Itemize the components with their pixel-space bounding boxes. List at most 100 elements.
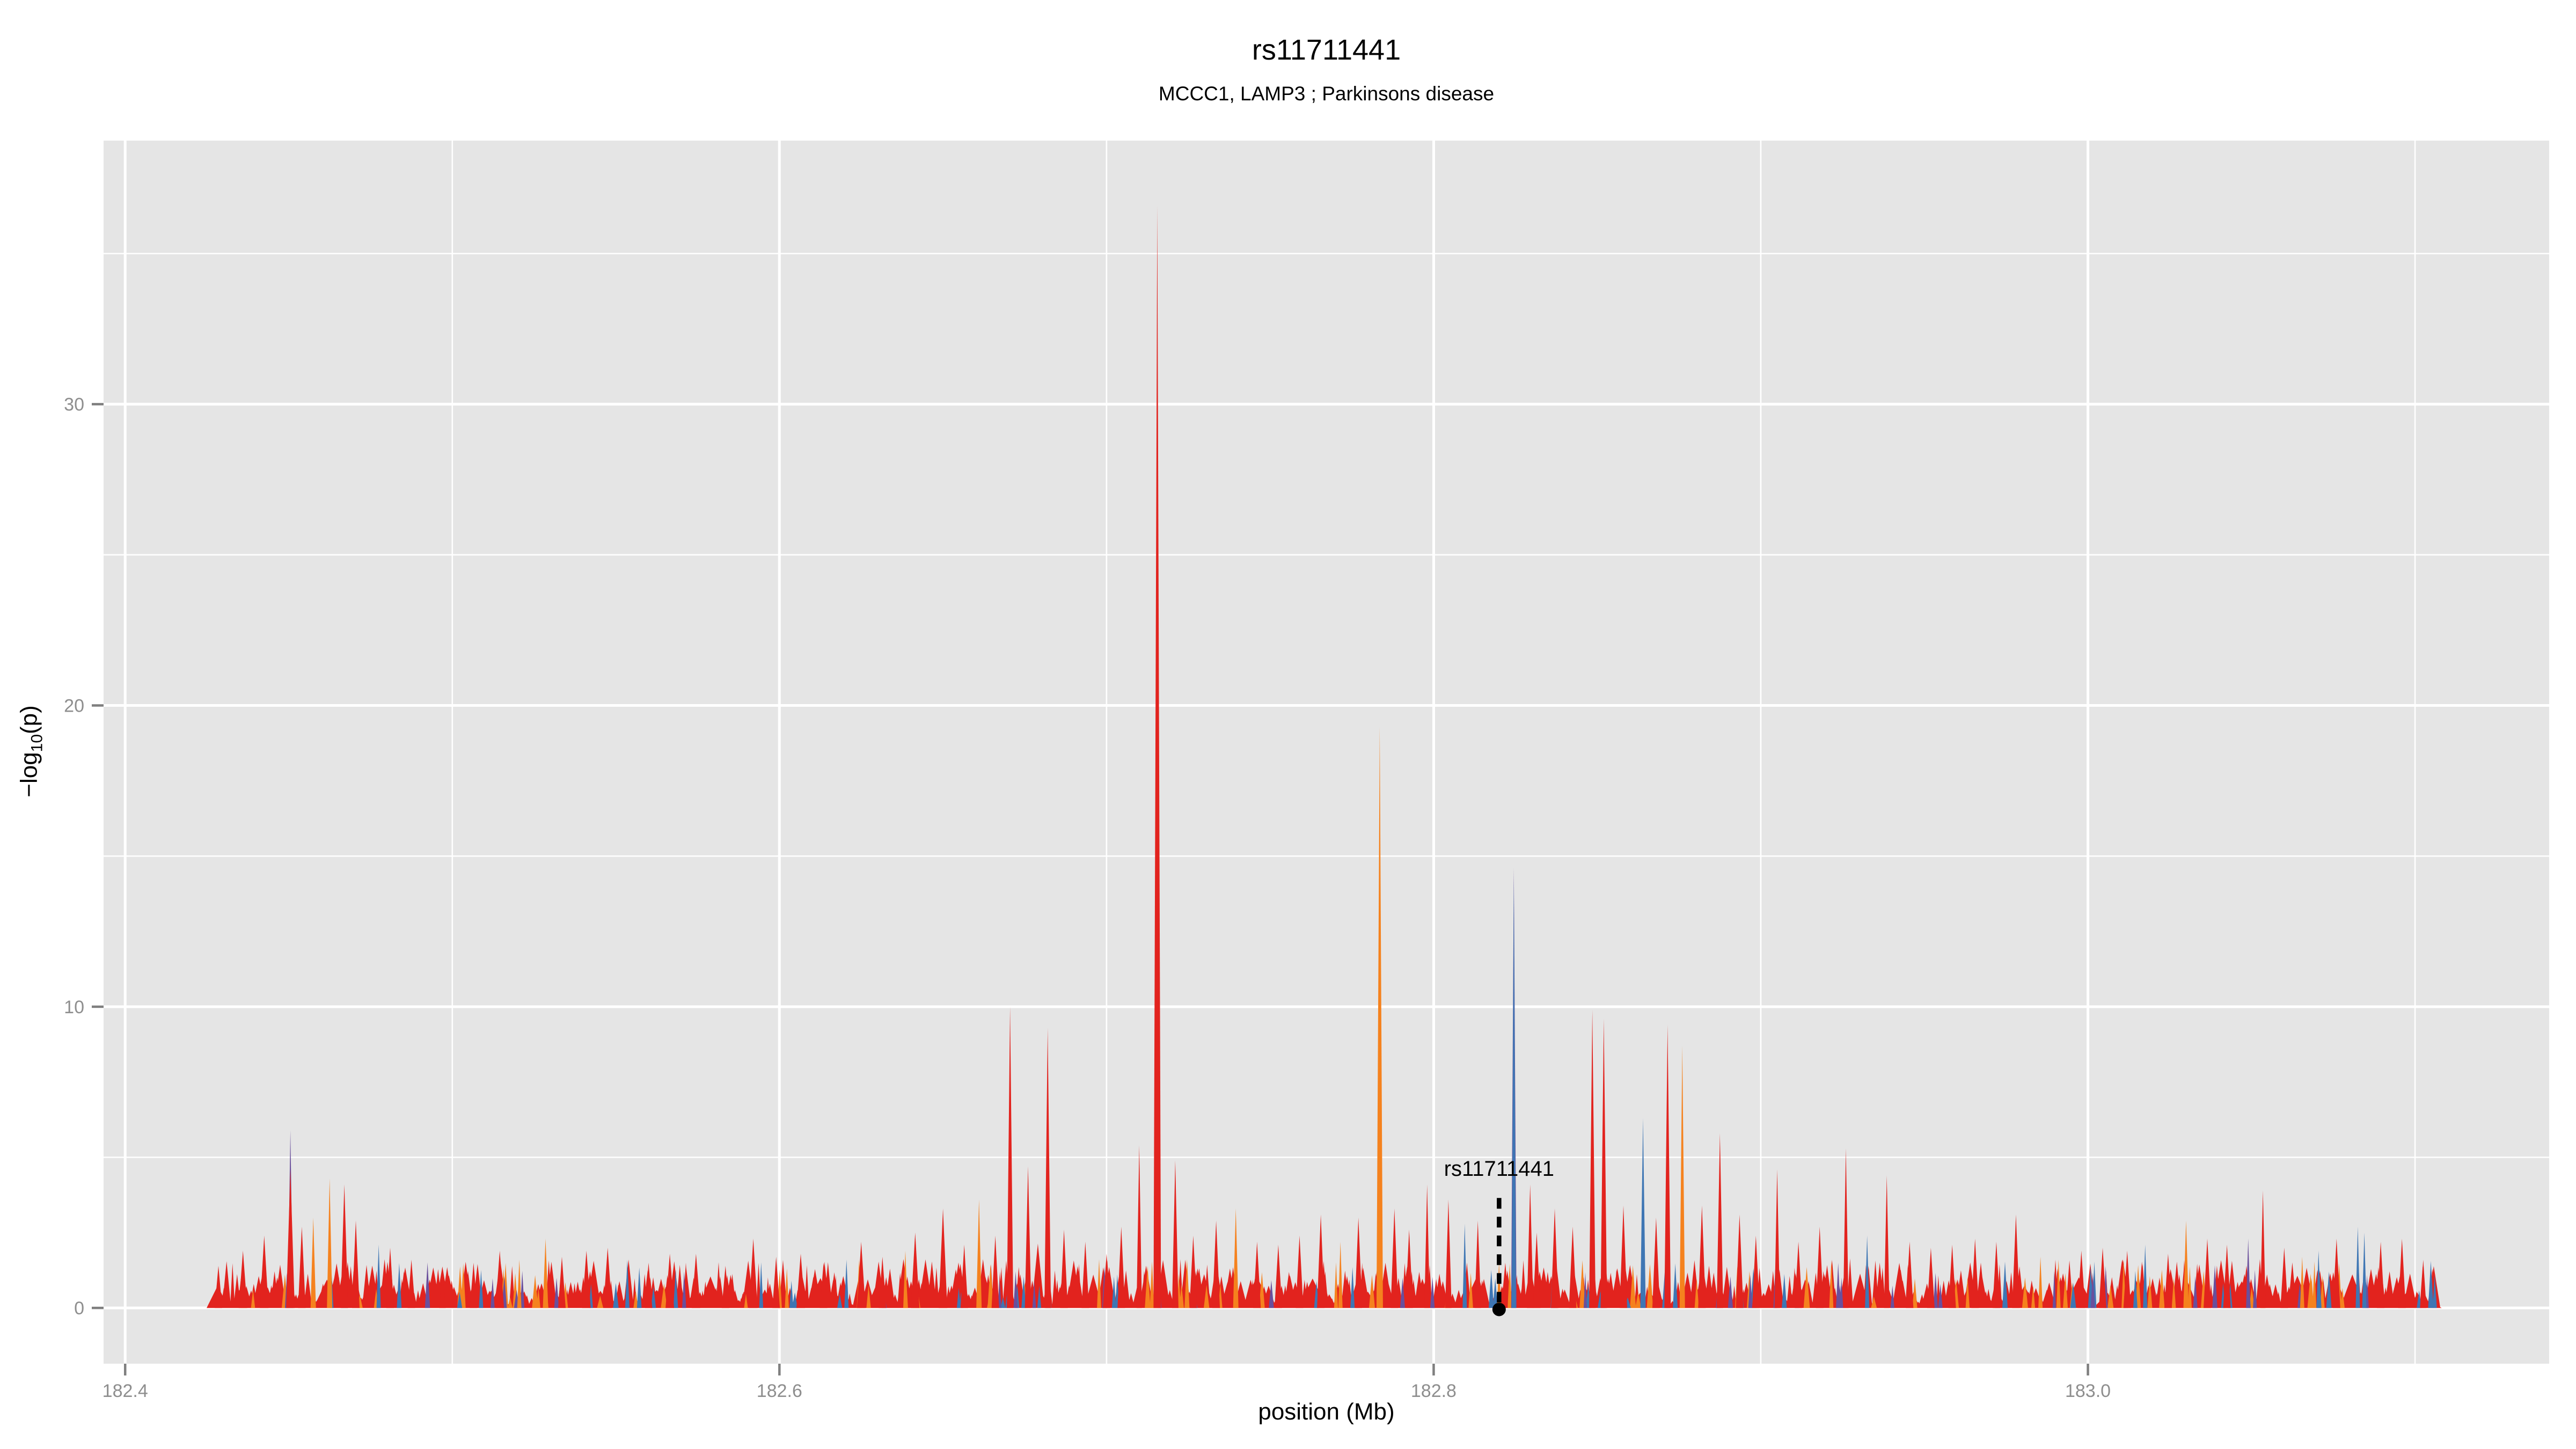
peak [1044, 1028, 1051, 1308]
peak [2012, 1214, 2020, 1308]
peak [1233, 1208, 1239, 1308]
x-axis-title: position (Mb) [1258, 1399, 1395, 1425]
peak [2204, 1239, 2211, 1308]
peak [2316, 1250, 2321, 1308]
peak [2280, 1247, 2288, 1308]
peak [960, 1245, 968, 1308]
peak [1376, 726, 1383, 1308]
peak [991, 1235, 999, 1308]
peak [2362, 1232, 2367, 1308]
peak [2432, 1275, 2437, 1308]
peak [665, 1254, 675, 1308]
peak [1338, 1241, 1343, 1308]
peak [2183, 1220, 2189, 1308]
annotation-marker [1492, 1198, 1506, 1316]
peak [1296, 1235, 1304, 1308]
peak [1060, 1230, 1068, 1308]
peak [2143, 1245, 2148, 1308]
peak [495, 1250, 504, 1308]
peak [1189, 1235, 1197, 1308]
peak [1136, 1145, 1142, 1308]
peak [2038, 1256, 2043, 1308]
peak [1172, 1160, 1179, 1308]
peak [1884, 1175, 1890, 1308]
peak [1600, 1019, 1607, 1308]
peak [260, 1235, 269, 1308]
y-tick-label: 10 [64, 997, 84, 1018]
peak [1948, 1245, 1956, 1308]
peak [2099, 1247, 2106, 1308]
peak [543, 1239, 548, 1308]
peak [1117, 1226, 1125, 1308]
peak [879, 1256, 887, 1308]
x-tick-label: 182.4 [103, 1381, 148, 1401]
y-axis-title-post: (p) [16, 705, 42, 735]
peak [691, 1254, 700, 1308]
y-axis-title: −log10(p) [16, 705, 47, 797]
peak [1551, 1208, 1558, 1308]
peak [1511, 880, 1516, 1308]
peak [1865, 1235, 1870, 1308]
peak [603, 1247, 612, 1308]
peak [2355, 1226, 2360, 1308]
y-tick-label: 0 [74, 1298, 84, 1319]
noise-b [330, 1259, 2434, 1308]
peak [1212, 1220, 1220, 1308]
peak [1620, 1205, 1627, 1308]
peak [558, 1256, 566, 1308]
peak [1569, 1226, 1577, 1308]
signal-peaks [215, 205, 2437, 1308]
peak [1795, 1241, 1803, 1308]
peak [298, 1226, 306, 1308]
peak [1971, 1239, 1979, 1308]
peak [844, 1260, 849, 1308]
annotation-snp-label: rs11711441 [1444, 1157, 1555, 1181]
peak [721, 1265, 729, 1308]
peak [1527, 1184, 1534, 1308]
peak [2077, 1250, 2085, 1308]
peak [1445, 1199, 1452, 1308]
peak [407, 1260, 415, 1308]
peak [1774, 1169, 1780, 1308]
y-tick-label: 30 [64, 394, 84, 415]
peak [772, 1256, 780, 1308]
peak [976, 1199, 982, 1308]
plot-panel [104, 141, 2549, 1364]
y-axis-title-sub: 10 [28, 734, 46, 752]
peak [1752, 1235, 1760, 1308]
peak [1405, 1230, 1413, 1308]
peak [1816, 1226, 1824, 1308]
peak [340, 1184, 348, 1308]
peak [1640, 1118, 1646, 1308]
peak [1355, 1217, 1363, 1308]
peak [310, 1217, 316, 1308]
peak [327, 1178, 333, 1308]
peak [1391, 1208, 1399, 1308]
peak [1992, 1241, 2000, 1308]
peak [625, 1260, 630, 1308]
peak [1102, 1254, 1110, 1308]
peak [1736, 1214, 1744, 1308]
peak [352, 1220, 360, 1308]
peak [2246, 1239, 2251, 1308]
peak [517, 1260, 522, 1308]
peak [2260, 1190, 2266, 1308]
peak [903, 1250, 908, 1308]
peak [2123, 1250, 2131, 1308]
peak [2056, 1260, 2061, 1308]
peak [1253, 1241, 1261, 1308]
peak [1589, 1009, 1596, 1308]
x-tick-label: 182.6 [757, 1381, 802, 1401]
peak [2420, 1260, 2427, 1308]
peak [1652, 1217, 1660, 1308]
peak [911, 1232, 920, 1308]
y-tick-label: 20 [64, 696, 84, 716]
peak [1698, 1205, 1706, 1308]
peak [286, 1169, 295, 1308]
peak [1024, 1166, 1031, 1308]
peak [439, 1271, 446, 1308]
peak [645, 1263, 653, 1308]
y-axis-title-pre: −log [16, 752, 42, 797]
